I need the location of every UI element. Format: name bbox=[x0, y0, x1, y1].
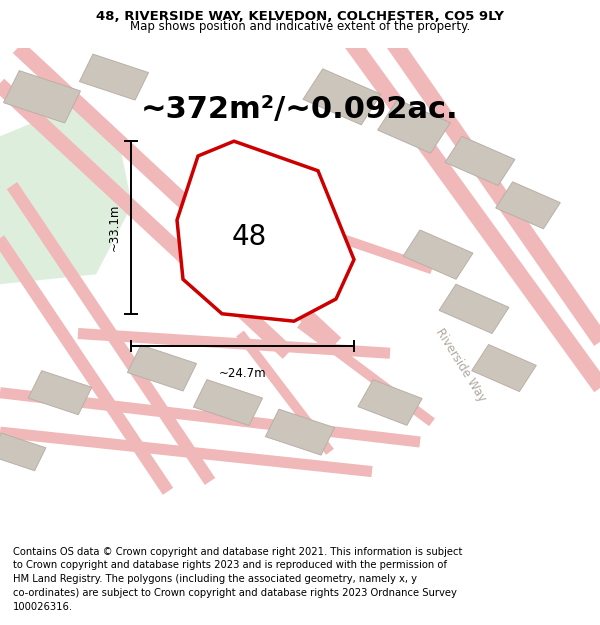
Polygon shape bbox=[28, 371, 92, 415]
Text: Riverside Way: Riverside Way bbox=[433, 326, 488, 404]
Polygon shape bbox=[472, 344, 536, 391]
Text: 48, RIVERSIDE WAY, KELVEDON, COLCHESTER, CO5 9LY: 48, RIVERSIDE WAY, KELVEDON, COLCHESTER,… bbox=[96, 11, 504, 24]
Polygon shape bbox=[265, 409, 335, 455]
Text: to Crown copyright and database rights 2023 and is reproduced with the permissio: to Crown copyright and database rights 2… bbox=[13, 561, 447, 571]
Polygon shape bbox=[127, 345, 197, 391]
Polygon shape bbox=[193, 379, 263, 426]
Polygon shape bbox=[358, 380, 422, 426]
Polygon shape bbox=[377, 99, 451, 153]
Text: 100026316.: 100026316. bbox=[13, 602, 73, 612]
Polygon shape bbox=[496, 182, 560, 229]
Polygon shape bbox=[439, 284, 509, 334]
Text: HM Land Registry. The polygons (including the associated geometry, namely x, y: HM Land Registry. The polygons (includin… bbox=[13, 574, 417, 584]
Polygon shape bbox=[303, 69, 381, 125]
Polygon shape bbox=[177, 141, 354, 321]
Text: ~372m²/~0.092ac.: ~372m²/~0.092ac. bbox=[141, 94, 459, 124]
Text: co-ordinates) are subject to Crown copyright and database rights 2023 Ordnance S: co-ordinates) are subject to Crown copyr… bbox=[13, 588, 457, 598]
Text: ~24.7m: ~24.7m bbox=[218, 366, 266, 379]
Text: Map shows position and indicative extent of the property.: Map shows position and indicative extent… bbox=[130, 20, 470, 33]
Polygon shape bbox=[0, 433, 46, 471]
Text: 48: 48 bbox=[232, 223, 266, 251]
Polygon shape bbox=[4, 71, 80, 123]
Polygon shape bbox=[403, 230, 473, 279]
Polygon shape bbox=[445, 136, 515, 186]
Polygon shape bbox=[0, 107, 132, 284]
Text: ~33.1m: ~33.1m bbox=[107, 204, 121, 251]
Text: Contains OS data © Crown copyright and database right 2021. This information is : Contains OS data © Crown copyright and d… bbox=[13, 546, 463, 556]
Polygon shape bbox=[79, 54, 149, 100]
